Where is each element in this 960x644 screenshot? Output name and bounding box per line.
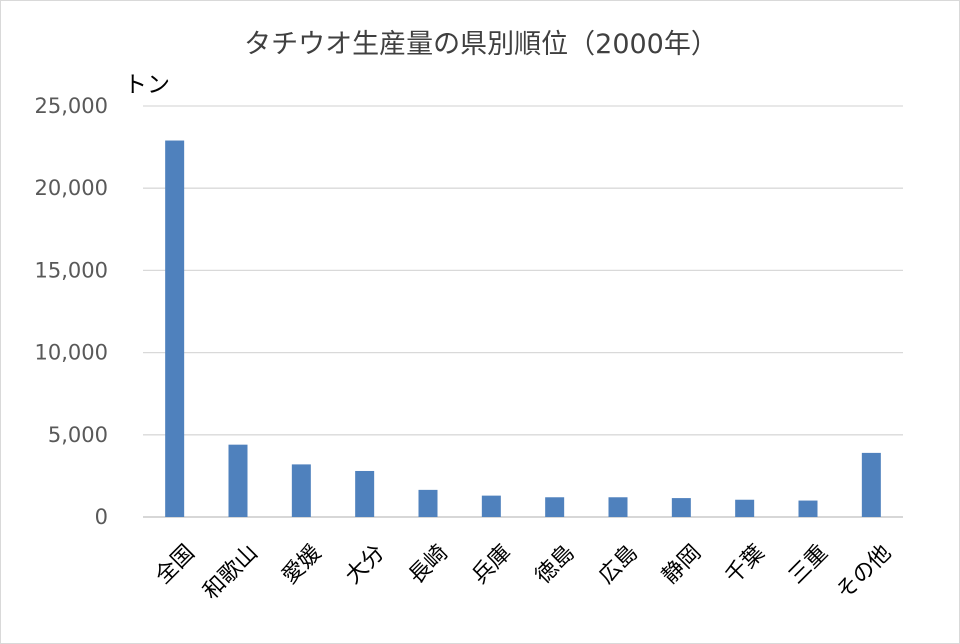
y-axis-ticks: 0 5,000 10,000 15,000 20,000 25,000 bbox=[35, 94, 108, 529]
y-tick-label: 25,000 bbox=[35, 94, 108, 118]
bar bbox=[671, 498, 691, 517]
y-axis-unit-label: トン bbox=[124, 72, 170, 98]
bars bbox=[165, 140, 881, 518]
y-tick-label: 15,000 bbox=[35, 258, 108, 282]
x-tick-label: 大分 bbox=[341, 540, 390, 589]
bar bbox=[608, 497, 628, 517]
bar bbox=[798, 500, 818, 517]
bar bbox=[355, 470, 375, 517]
x-tick-label: 千葉 bbox=[721, 540, 770, 589]
bar bbox=[291, 464, 311, 517]
bar bbox=[481, 495, 501, 517]
bar bbox=[165, 140, 185, 518]
x-tick-label: 兵庫 bbox=[468, 540, 517, 589]
x-tick-label: 広島 bbox=[594, 540, 643, 589]
bar bbox=[735, 499, 755, 517]
x-tick-label: 全国 bbox=[151, 540, 200, 589]
gridlines bbox=[143, 105, 903, 518]
y-tick-label: 0 bbox=[95, 505, 108, 529]
y-tick-label: 20,000 bbox=[35, 176, 108, 200]
bar bbox=[545, 497, 565, 517]
x-tick-label: その他 bbox=[832, 540, 896, 604]
x-tick-label: 愛媛 bbox=[278, 540, 327, 589]
bar bbox=[418, 489, 438, 517]
bar bbox=[228, 444, 248, 517]
y-tick-label: 10,000 bbox=[35, 341, 108, 365]
x-tick-label: 三重 bbox=[784, 540, 833, 589]
x-tick-label: 和歌山 bbox=[199, 540, 263, 604]
x-tick-label: 長崎 bbox=[404, 540, 453, 589]
bar bbox=[861, 452, 881, 517]
y-tick-label: 5,000 bbox=[48, 423, 108, 447]
x-tick-label: 静岡 bbox=[658, 540, 707, 589]
x-tick-label: 徳島 bbox=[531, 540, 580, 589]
chart-title: タチウオ生産量の県別順位（2000年） bbox=[244, 29, 718, 60]
